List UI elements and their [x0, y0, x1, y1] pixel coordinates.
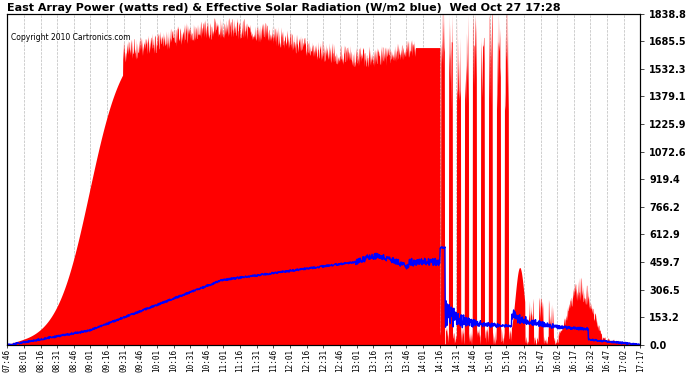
Text: East Array Power (watts red) & Effective Solar Radiation (W/m2 blue)  Wed Oct 27: East Array Power (watts red) & Effective…	[8, 3, 561, 13]
Text: Copyright 2010 Cartronics.com: Copyright 2010 Cartronics.com	[10, 33, 130, 42]
